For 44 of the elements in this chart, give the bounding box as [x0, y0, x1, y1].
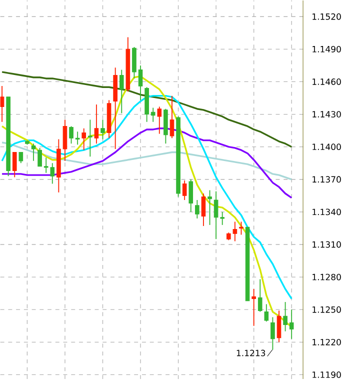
- candlestick: [88, 119, 92, 158]
- candlestick: [238, 221, 244, 236]
- candlestick: [132, 46, 136, 79]
- y-tick-label: 1.1400: [312, 144, 341, 150]
- candlestick: [68, 126, 74, 144]
- candlestick: [94, 104, 98, 144]
- candlestick: [157, 106, 162, 134]
- candlestick: [138, 64, 142, 101]
- y-tick-label: 1.1490: [312, 46, 341, 52]
- candlestick: [282, 302, 288, 332]
- y-tick-label: 1.1220: [312, 338, 341, 346]
- candlestick: [264, 304, 268, 322]
- candlestick: [12, 152, 17, 178]
- annotation: 1.1213: [236, 350, 265, 356]
- y-tick-label: 1.1190: [312, 371, 341, 378]
- candlestick: [207, 190, 212, 226]
- candlestick: [201, 193, 206, 226]
- candlestick: [75, 131, 80, 146]
- y-tick-label: 1.1520: [312, 13, 341, 20]
- candlestick: [251, 288, 256, 326]
- y-tick-label: 1.1340: [312, 208, 341, 216]
- candlestick: [188, 178, 193, 212]
- candlestick: [18, 152, 23, 164]
- candlestick: [276, 310, 281, 343]
- candlestick: [182, 180, 187, 200]
- candlestick: [62, 119, 67, 162]
- candlestick: [119, 69, 124, 114]
- candlestick: [258, 278, 262, 312]
- candlestick: [170, 95, 174, 139]
- candlestick: [37, 147, 42, 167]
- y-tick-label: 1.1460: [312, 78, 341, 85]
- candlestick: [31, 143, 36, 162]
- candlestick: [82, 128, 86, 151]
- candlestick: [100, 119, 105, 140]
- candlestick: [270, 316, 275, 350]
- y-tick-label: 1.1430: [312, 111, 341, 118]
- y-tick-label: 1.1280: [312, 274, 341, 280]
- y-tick-label: 1.1250: [312, 306, 341, 313]
- candlestick: [0, 86, 4, 122]
- candlestick: [194, 200, 200, 219]
- y-tick-label: 1.1370: [312, 176, 341, 183]
- candlestick: [289, 309, 294, 340]
- y-tick-label: 1.1310: [312, 241, 341, 248]
- candlestick: [150, 107, 156, 122]
